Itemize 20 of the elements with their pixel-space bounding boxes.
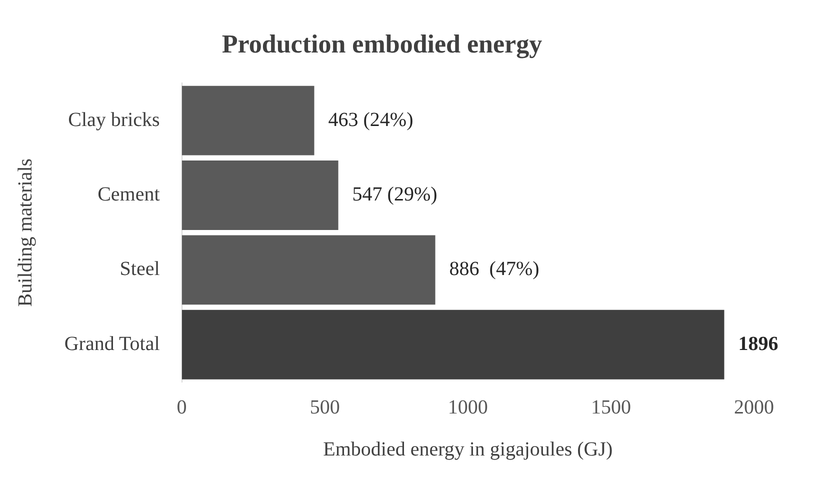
data-label: 463 (24%)	[328, 108, 414, 131]
x-tick-label: 500	[310, 396, 340, 418]
bar	[182, 86, 314, 156]
x-tick-label: 0	[176, 396, 187, 418]
y-tick-label: Steel	[120, 258, 160, 280]
bar	[182, 235, 436, 305]
data-label: 886 (47%)	[449, 258, 540, 280]
y-tick-label: Grand Total	[64, 332, 160, 355]
y-axis-title: Building materials	[14, 158, 36, 307]
bar	[182, 310, 724, 380]
x-axis-title: Embodied energy in gigajoules (GJ)	[323, 438, 613, 460]
data-label: 547 (29%)	[352, 184, 438, 206]
y-tick-label: Clay bricks	[68, 108, 160, 131]
data-label: 1896	[738, 332, 778, 355]
x-tick-label: 1500	[590, 396, 631, 418]
chart-title: Production embodied energy	[222, 29, 542, 58]
x-tick-label: 2000	[734, 396, 774, 418]
x-tick-label: 1000	[448, 396, 488, 418]
y-tick-label: Cement	[98, 184, 160, 206]
bar	[182, 160, 338, 230]
